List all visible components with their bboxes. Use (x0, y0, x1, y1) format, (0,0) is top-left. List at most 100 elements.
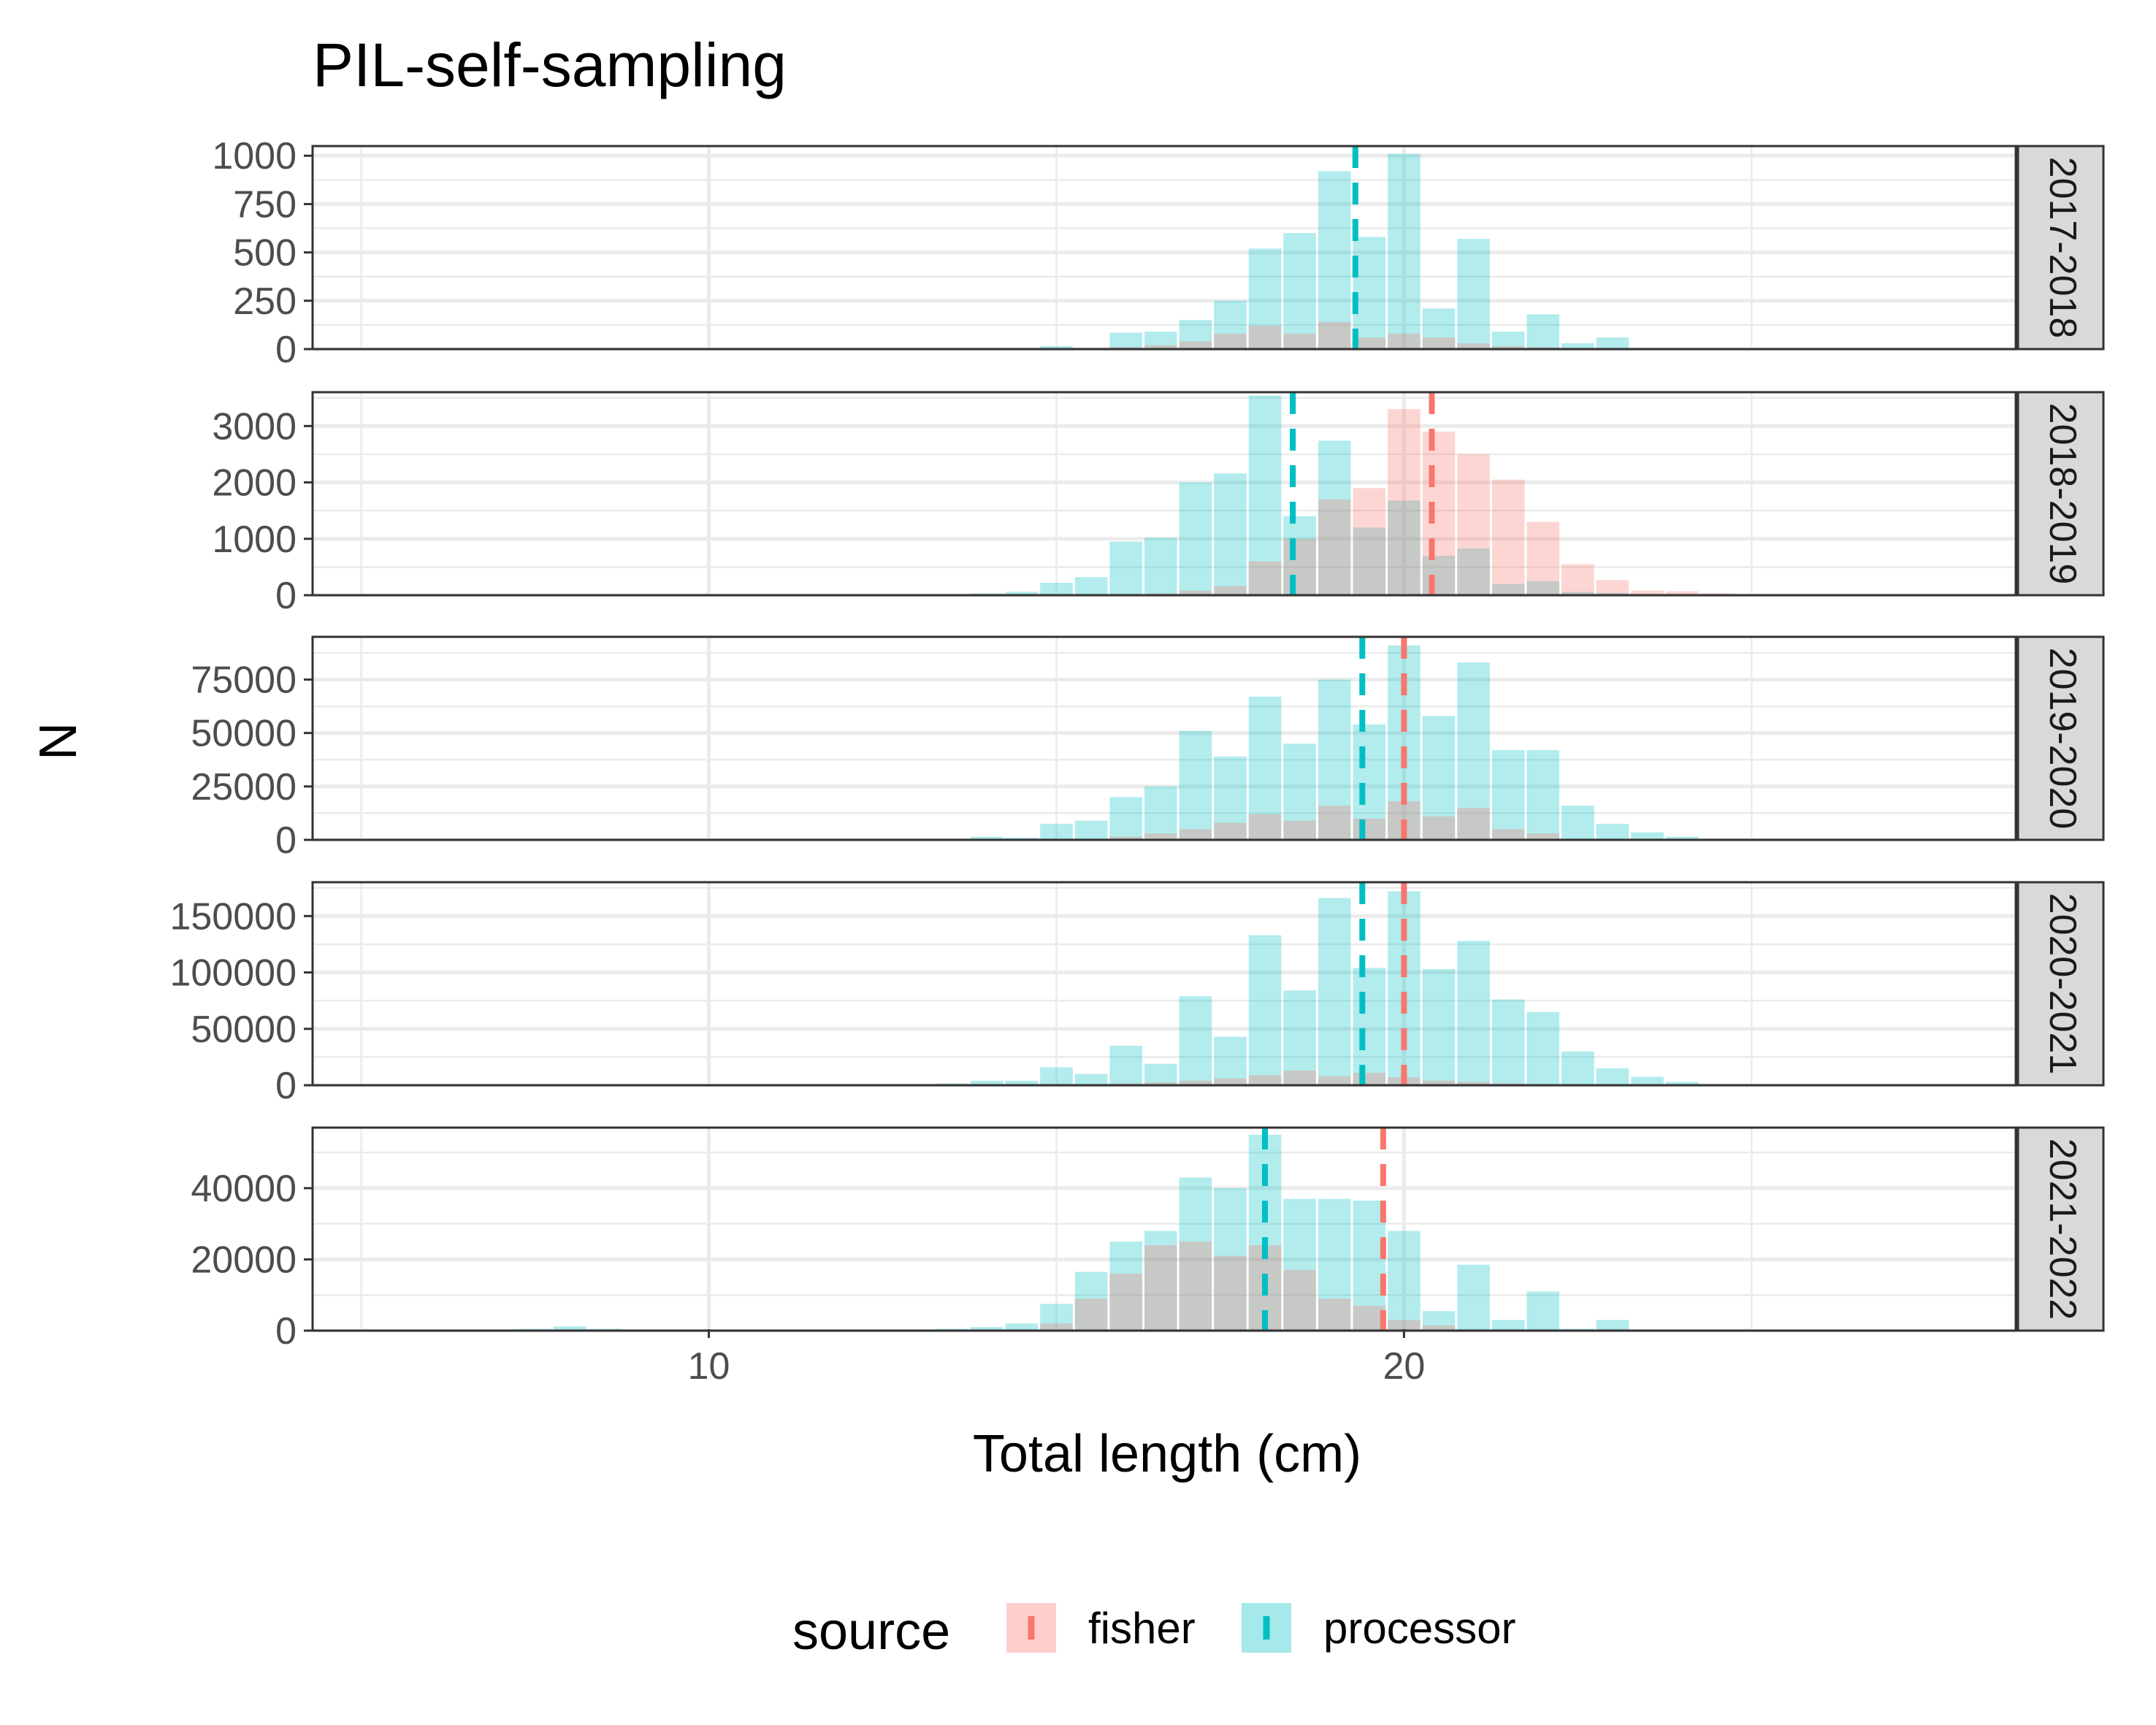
bar-processor (1248, 935, 1282, 1085)
bar-fisher (1526, 521, 1560, 595)
bar-processor (1631, 1076, 1664, 1085)
bar-processor (1074, 1271, 1108, 1331)
bar-processor (1596, 1320, 1629, 1331)
bar-processor (1526, 1291, 1560, 1331)
bar-fisher (1422, 816, 1456, 840)
bar-processor (1422, 1311, 1456, 1331)
bar-processor (1283, 1198, 1316, 1331)
panel-2020-2021: 0 50000 100000 150000 2020-2021 (169, 881, 2105, 1107)
bar-processor (1109, 332, 1142, 349)
bar-fisher (1144, 1082, 1177, 1085)
panel-background (313, 1128, 2016, 1331)
bar-processor (1631, 832, 1664, 840)
x-tick-label: 20 (1383, 1345, 1425, 1388)
bar-fisher (1144, 345, 1177, 349)
bar-fisher (1561, 564, 1594, 595)
strip-label-clip: 2019-2020 (2041, 648, 2084, 830)
bar-processor (1353, 1200, 1386, 1331)
y-tick-label: 750 (233, 183, 297, 226)
bar-processor (1109, 1045, 1142, 1085)
bar-processor (1040, 1304, 1073, 1331)
bar-fisher (1457, 808, 1490, 840)
bar-fisher (1318, 806, 1351, 840)
bar-fisher (1318, 1076, 1351, 1085)
strip-label-clip: 2018-2019 (2041, 403, 2084, 585)
bar-fisher (1283, 333, 1316, 349)
x-tick-label: 10 (688, 1345, 730, 1388)
bar-processor (970, 1080, 1004, 1085)
bar-processor (1005, 592, 1039, 595)
bar-fisher (1353, 1305, 1386, 1331)
bar-fisher (1491, 829, 1525, 840)
bar-processor (1388, 500, 1421, 595)
y-tick-label: 1000 (212, 519, 297, 561)
bar-processor (1457, 941, 1490, 1085)
bar-processor (1491, 1320, 1525, 1331)
bar-processor (1144, 332, 1177, 349)
bar-fisher (1248, 561, 1282, 595)
bar-processor (1457, 1264, 1490, 1331)
legend-label-processor: processor (1323, 1604, 1515, 1653)
bar-fisher (1318, 499, 1351, 595)
bar-processor (1040, 824, 1073, 840)
bar-fisher (1422, 337, 1456, 349)
bar-fisher (1109, 836, 1142, 840)
bar-processor (1526, 750, 1560, 840)
y-tick-label: 20000 (191, 1239, 297, 1281)
bar-processor (1074, 577, 1108, 595)
bar-processor (1526, 581, 1560, 595)
bar-fisher (1353, 488, 1386, 595)
strip-background (2017, 635, 2105, 841)
y-tick-label: 25000 (191, 766, 297, 808)
bar-processor (1561, 592, 1594, 595)
bar-fisher (1388, 1320, 1421, 1331)
bar-fisher (1283, 1270, 1316, 1331)
y-tick-label: 0 (275, 819, 297, 862)
y-tick-label: 150000 (169, 895, 297, 938)
y-tick-label: 3000 (212, 405, 297, 448)
strip-label: 2021-2022 (2041, 1139, 2084, 1320)
bar-fisher (1422, 432, 1456, 595)
bar-processor (1179, 730, 1212, 840)
bar-processor (1596, 824, 1629, 840)
bar-processor (1491, 999, 1525, 1085)
strip-label-clip: 2020-2021 (2041, 893, 2084, 1075)
bar-fisher (1214, 586, 1247, 595)
strip-label: 2019-2020 (2041, 648, 2084, 830)
panel-border (311, 635, 2017, 841)
bar-processor (1388, 1231, 1421, 1331)
bar-fisher (1179, 1080, 1212, 1085)
chart-title: PIL-self-sampling (313, 31, 787, 99)
bar-processor (1318, 898, 1351, 1085)
bar-processor (1179, 1177, 1212, 1331)
bar-processor (1491, 332, 1525, 349)
bar-processor (1596, 592, 1629, 595)
bar-processor (1491, 584, 1525, 595)
bar-processor (1318, 440, 1351, 595)
bar-processor (1179, 320, 1212, 349)
bar-fisher (1214, 333, 1247, 349)
bar-processor (1109, 797, 1142, 840)
bar-processor (1422, 968, 1456, 1085)
bar-processor (1074, 1074, 1108, 1085)
bar-fisher (1526, 833, 1560, 840)
bar-processor (1353, 724, 1386, 840)
bar-processor (1214, 756, 1247, 840)
bar-processor (1457, 548, 1490, 595)
strip-background (2017, 145, 2105, 351)
bar-fisher (1388, 333, 1421, 349)
bar-processor (1179, 995, 1212, 1085)
bar-processor (1561, 806, 1594, 840)
bar-processor (1457, 239, 1490, 349)
bar-fisher (1318, 321, 1351, 349)
facet-panels: 0 250 500 750 1000 2017-2018 0 1000 2000 3000 2018… (169, 135, 2105, 1353)
bar-processor (1283, 233, 1316, 349)
bar-processor (1248, 696, 1282, 840)
bar-processor (970, 836, 1004, 840)
bar-fisher (1353, 818, 1386, 840)
bar-processor (1040, 583, 1073, 595)
bar-fisher (1596, 580, 1629, 595)
bar-fisher (1248, 326, 1282, 349)
strip-label-clip: 2017-2018 (2041, 157, 2084, 339)
strip-background (2017, 1126, 2105, 1332)
